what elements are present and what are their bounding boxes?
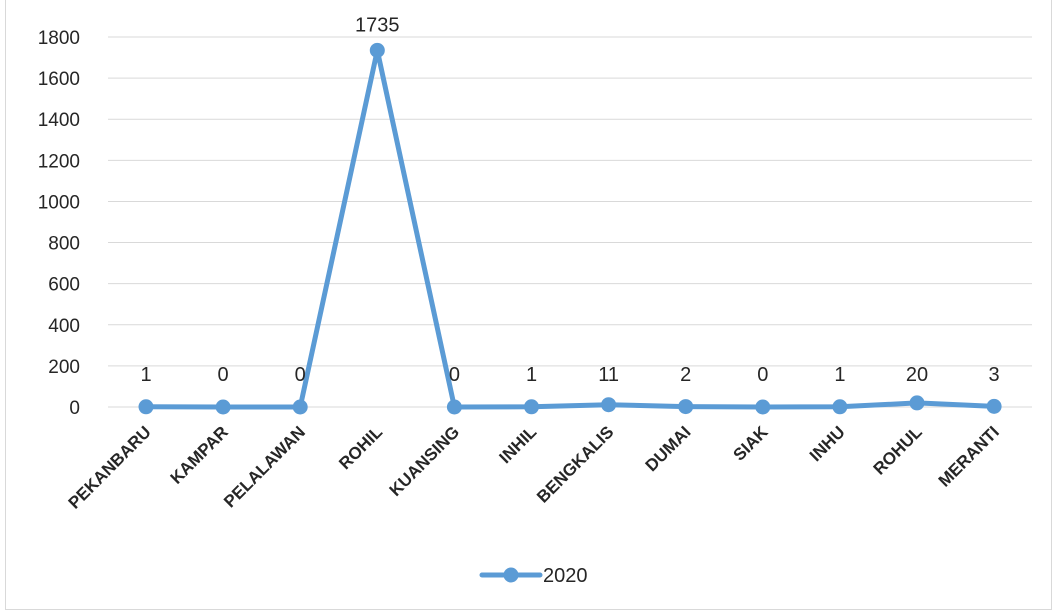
x-category-label: ROHUL xyxy=(870,422,926,478)
data-point xyxy=(292,399,308,415)
data-point xyxy=(755,399,771,415)
data-point xyxy=(215,399,231,415)
y-tick-label: 1200 xyxy=(38,151,80,172)
chart-frame xyxy=(5,0,1052,610)
y-tick-label: 1400 xyxy=(38,110,80,131)
y-axis-ticks: 0 200 400 600 800 1000 1200 1400 1600 1800 xyxy=(38,28,80,419)
data-point xyxy=(909,395,925,411)
x-category-label: ROHIL xyxy=(335,422,386,473)
data-point xyxy=(369,42,385,58)
data-label: 1 xyxy=(140,364,151,386)
y-tick-label: 800 xyxy=(48,234,80,255)
data-point xyxy=(986,398,1002,414)
data-label: 0 xyxy=(757,364,768,386)
x-category-label: KUANSING xyxy=(386,422,464,500)
data-point xyxy=(601,397,617,413)
y-tick-label: 200 xyxy=(48,357,80,378)
data-label: 0 xyxy=(218,364,229,386)
x-category-label: SIAK xyxy=(729,422,772,465)
x-category-label: BENGKALIS xyxy=(533,422,617,506)
legend-marker xyxy=(503,567,519,583)
x-category-label: INHIL xyxy=(496,422,541,467)
data-label: 11 xyxy=(598,364,619,386)
x-category-label: PELALAWAN xyxy=(220,422,309,511)
y-tick-label: 600 xyxy=(48,275,80,296)
data-label: 1735 xyxy=(355,14,400,36)
x-category-label: MERANTI xyxy=(935,422,1003,490)
series-line xyxy=(143,47,997,410)
gridlines xyxy=(108,36,1032,408)
data-label: 0 xyxy=(295,364,306,386)
data-point xyxy=(524,399,539,415)
data-label: 1 xyxy=(526,364,537,386)
series-2020 xyxy=(138,42,1002,415)
y-tick-label: 1600 xyxy=(38,69,80,90)
x-category-label: DUMAI xyxy=(642,422,695,475)
y-tick-label: 1800 xyxy=(38,28,80,49)
legend: 2020 xyxy=(479,565,588,587)
x-category-label: KAMPAR xyxy=(167,422,232,487)
y-tick-label: 0 xyxy=(69,398,80,419)
data-point xyxy=(138,399,154,415)
y-tick-label: 1000 xyxy=(38,192,80,213)
data-point xyxy=(678,399,694,415)
data-label: 2 xyxy=(680,364,691,386)
y-tick-label: 400 xyxy=(48,316,80,337)
data-point xyxy=(446,399,462,415)
data-point xyxy=(832,399,848,415)
data-label: 1 xyxy=(834,364,845,386)
legend-label: 2020 xyxy=(543,565,588,587)
data-label: 3 xyxy=(989,364,1000,386)
x-category-label: PEKANBARU xyxy=(65,422,155,512)
data-label: 0 xyxy=(449,364,460,386)
data-label: 20 xyxy=(906,364,928,386)
x-category-label: INHU xyxy=(806,422,849,465)
